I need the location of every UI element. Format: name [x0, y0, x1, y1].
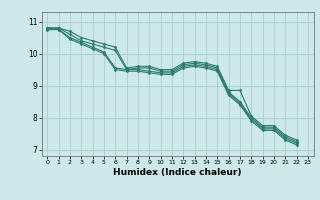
X-axis label: Humidex (Indice chaleur): Humidex (Indice chaleur): [113, 168, 242, 177]
